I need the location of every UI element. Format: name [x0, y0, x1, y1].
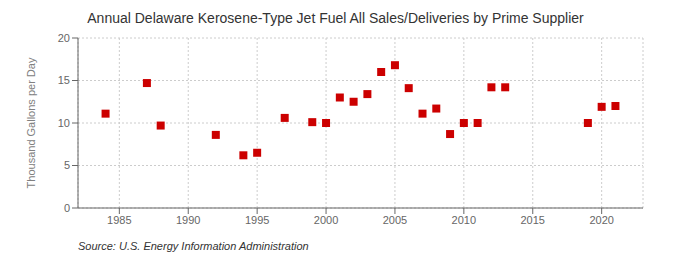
svg-text:0: 0 [64, 202, 70, 214]
svg-text:1985: 1985 [107, 214, 131, 226]
svg-text:1990: 1990 [176, 214, 200, 226]
svg-text:10: 10 [58, 117, 70, 129]
svg-text:1995: 1995 [245, 214, 269, 226]
html-text:Source: U.S. Energy Informatio: Source: U.S. Energy Information Administ… [78, 240, 309, 252]
svg-text:15: 15 [58, 74, 70, 86]
svg-text:Thousand Gallons per Day: Thousand Gallons per Day [25, 57, 37, 188]
svg-text:2010: 2010 [452, 214, 476, 226]
svg-text:20: 20 [58, 32, 70, 44]
svg-text:2000: 2000 [314, 214, 338, 226]
svg-text:2005: 2005 [383, 214, 407, 226]
html-text:Annual Delaware Kerosene-Type: Annual Delaware Kerosene-Type Jet Fuel A… [87, 10, 584, 26]
svg-text:2015: 2015 [521, 214, 545, 226]
svg-text:2020: 2020 [589, 214, 613, 226]
svg-text:5: 5 [64, 159, 70, 171]
